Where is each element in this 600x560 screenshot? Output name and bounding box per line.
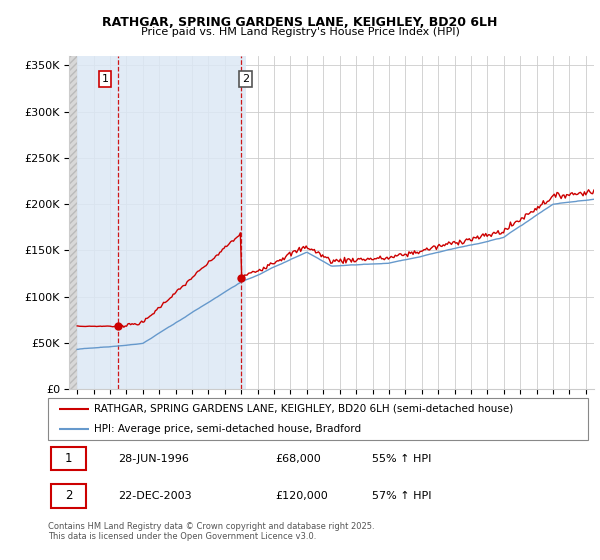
Text: 2: 2	[242, 74, 249, 84]
Text: 1: 1	[101, 74, 109, 84]
FancyBboxPatch shape	[50, 447, 86, 470]
Text: £68,000: £68,000	[275, 454, 320, 464]
Text: 28-JUN-1996: 28-JUN-1996	[118, 454, 189, 464]
Text: RATHGAR, SPRING GARDENS LANE, KEIGHLEY, BD20 6LH (semi-detached house): RATHGAR, SPRING GARDENS LANE, KEIGHLEY, …	[94, 404, 513, 413]
Text: 57% ↑ HPI: 57% ↑ HPI	[372, 491, 431, 501]
FancyBboxPatch shape	[50, 484, 86, 507]
Text: 55% ↑ HPI: 55% ↑ HPI	[372, 454, 431, 464]
Text: 2: 2	[65, 489, 72, 502]
Text: RATHGAR, SPRING GARDENS LANE, KEIGHLEY, BD20 6LH: RATHGAR, SPRING GARDENS LANE, KEIGHLEY, …	[103, 16, 497, 29]
Text: 22-DEC-2003: 22-DEC-2003	[118, 491, 192, 501]
Text: HPI: Average price, semi-detached house, Bradford: HPI: Average price, semi-detached house,…	[94, 424, 361, 433]
Text: £120,000: £120,000	[275, 491, 328, 501]
FancyBboxPatch shape	[48, 398, 588, 440]
Bar	[77, 56, 246, 389]
Text: Price paid vs. HM Land Registry's House Price Index (HPI): Price paid vs. HM Land Registry's House …	[140, 27, 460, 37]
Bar	[69, 56, 77, 389]
Text: 1: 1	[65, 452, 72, 465]
Text: Contains HM Land Registry data © Crown copyright and database right 2025.
This d: Contains HM Land Registry data © Crown c…	[48, 522, 374, 542]
